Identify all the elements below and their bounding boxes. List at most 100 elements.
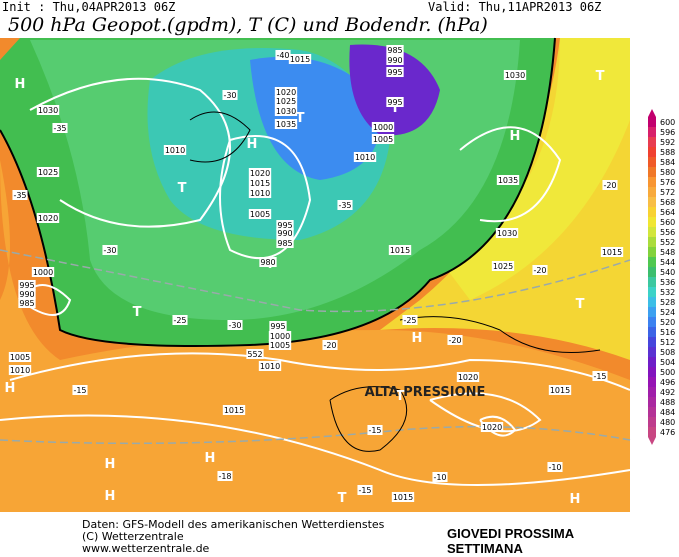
contour-label: 990 bbox=[386, 55, 404, 65]
contour-label: 1015 bbox=[288, 54, 312, 64]
legend-swatch bbox=[648, 237, 656, 247]
legend-label: 488 bbox=[660, 398, 675, 407]
legend-swatch bbox=[648, 187, 656, 197]
contour-label-text: 990 bbox=[387, 56, 402, 65]
contour-label-text: 1020 bbox=[250, 169, 270, 178]
contour-label-text: 1025 bbox=[493, 262, 513, 271]
contour-label-text: -10 bbox=[433, 473, 446, 482]
contour-label: 980 bbox=[259, 257, 277, 267]
legend-swatch bbox=[648, 127, 656, 137]
contour-label: 990 bbox=[276, 228, 294, 238]
contour-label: 1025 bbox=[36, 167, 60, 177]
pressure-center: H bbox=[570, 492, 581, 507]
legend-label: 536 bbox=[660, 278, 675, 287]
contour-label: 1010 bbox=[353, 152, 377, 162]
contour-label-text: 1035 bbox=[498, 176, 518, 185]
pressure-center: T bbox=[338, 491, 347, 506]
contour-label: 1015 bbox=[600, 247, 624, 257]
contour-label: -35 bbox=[12, 190, 28, 200]
legend-swatch bbox=[648, 167, 656, 177]
contour-label-text: 985 bbox=[387, 46, 402, 55]
legend-swatch bbox=[648, 177, 656, 187]
contour-label-text: 1015 bbox=[550, 386, 570, 395]
contour-label-text: 1030 bbox=[38, 106, 58, 115]
contour-label-text: 1010 bbox=[355, 153, 375, 162]
contour-label: 1020 bbox=[274, 87, 298, 97]
contour-label: -20 bbox=[322, 340, 338, 350]
legend-swatch bbox=[648, 327, 656, 337]
legend-label: 504 bbox=[660, 358, 675, 367]
legend-label: 524 bbox=[660, 308, 675, 317]
legend-swatch bbox=[648, 297, 656, 307]
legend-swatch bbox=[648, 337, 656, 347]
contour-label: 1000 bbox=[371, 122, 395, 132]
contour-label-text: 990 bbox=[277, 229, 292, 238]
contour-label-text: 1005 bbox=[250, 210, 270, 219]
contour-label: -35 bbox=[52, 123, 68, 133]
caption-line: SETTIMANA bbox=[447, 541, 523, 556]
contour-label-text: 1025 bbox=[38, 168, 58, 177]
legend-label: 492 bbox=[660, 388, 675, 397]
contour-label: 995 bbox=[386, 97, 404, 107]
pressure-center: T bbox=[391, 101, 400, 116]
copyright: (C) Wetterzentrale bbox=[82, 530, 184, 543]
contour-label-text: -35 bbox=[53, 124, 66, 133]
legend-swatch bbox=[648, 407, 656, 417]
contour-label-text: -20 bbox=[533, 266, 546, 275]
legend-label: 600 bbox=[660, 118, 675, 127]
contour-label-text: 1020 bbox=[482, 423, 502, 432]
contour-label: -30 bbox=[102, 245, 118, 255]
contour-label: -10 bbox=[432, 472, 448, 482]
pressure-center: T bbox=[396, 389, 405, 404]
legend-swatch bbox=[648, 417, 656, 427]
map-title: 500 hPa Geopot.(gpdm), T (C) und Bodendr… bbox=[8, 14, 488, 36]
contour-label: 995 bbox=[276, 220, 294, 230]
contour-label-text: 995 bbox=[277, 221, 292, 230]
contour-label-text: -15 bbox=[593, 372, 606, 381]
legend-swatch bbox=[648, 347, 656, 357]
legend-swatch bbox=[648, 117, 656, 127]
contour-label: 1015 bbox=[388, 245, 412, 255]
url: www.wetterzentrale.de bbox=[82, 542, 210, 555]
legend-label: 564 bbox=[660, 208, 675, 217]
legend-swatch bbox=[648, 377, 656, 387]
contour-label-text: -30 bbox=[223, 91, 236, 100]
contour-label-text: -35 bbox=[338, 201, 351, 210]
contour-label-text: 552 bbox=[247, 350, 262, 359]
contour-label-text: 1010 bbox=[165, 146, 185, 155]
legend-label: 588 bbox=[660, 148, 675, 157]
contour-label: 552 bbox=[246, 349, 264, 359]
legend-label: 584 bbox=[660, 158, 675, 167]
map-annotation: ALTA PRESSIONE bbox=[365, 385, 486, 400]
contour-label-text: 1010 bbox=[10, 366, 30, 375]
contour-label: 1030 bbox=[274, 106, 298, 116]
legend-arrow bbox=[648, 437, 656, 445]
contour-label-text: -15 bbox=[358, 486, 371, 495]
legend-swatch bbox=[648, 317, 656, 327]
contour-label: 1000 bbox=[268, 331, 292, 341]
contour-label-text: 1010 bbox=[260, 362, 280, 371]
contour-label-text: 1015 bbox=[250, 179, 270, 188]
contour-label-text: -15 bbox=[73, 386, 86, 395]
contour-label: -30 bbox=[222, 90, 238, 100]
legend-swatch bbox=[648, 307, 656, 317]
contour-label-text: -20 bbox=[448, 336, 461, 345]
contour-label: 1020 bbox=[36, 213, 60, 223]
contour-label: 985 bbox=[276, 238, 294, 248]
pressure-center: H bbox=[510, 129, 521, 144]
pressure-center: H bbox=[247, 137, 258, 152]
legend-label: 484 bbox=[660, 408, 675, 417]
contour-label-text: 1020 bbox=[276, 88, 296, 97]
pressure-center: H bbox=[5, 381, 16, 396]
contour-label-text: 1020 bbox=[458, 373, 478, 382]
contour-label-text: 985 bbox=[277, 239, 292, 248]
contour-label-text: 990 bbox=[19, 290, 34, 299]
caption-line: GIOVEDI PROSSIMA bbox=[447, 526, 575, 541]
contour-label-text: 1005 bbox=[373, 135, 393, 144]
pressure-center: T bbox=[596, 69, 605, 84]
contour-label-text: -40 bbox=[276, 51, 289, 60]
contour-label: 1035 bbox=[496, 175, 520, 185]
contour-label-text: 1000 bbox=[270, 332, 290, 341]
contour-label: 995 bbox=[18, 280, 36, 290]
pressure-center: H bbox=[105, 489, 116, 504]
